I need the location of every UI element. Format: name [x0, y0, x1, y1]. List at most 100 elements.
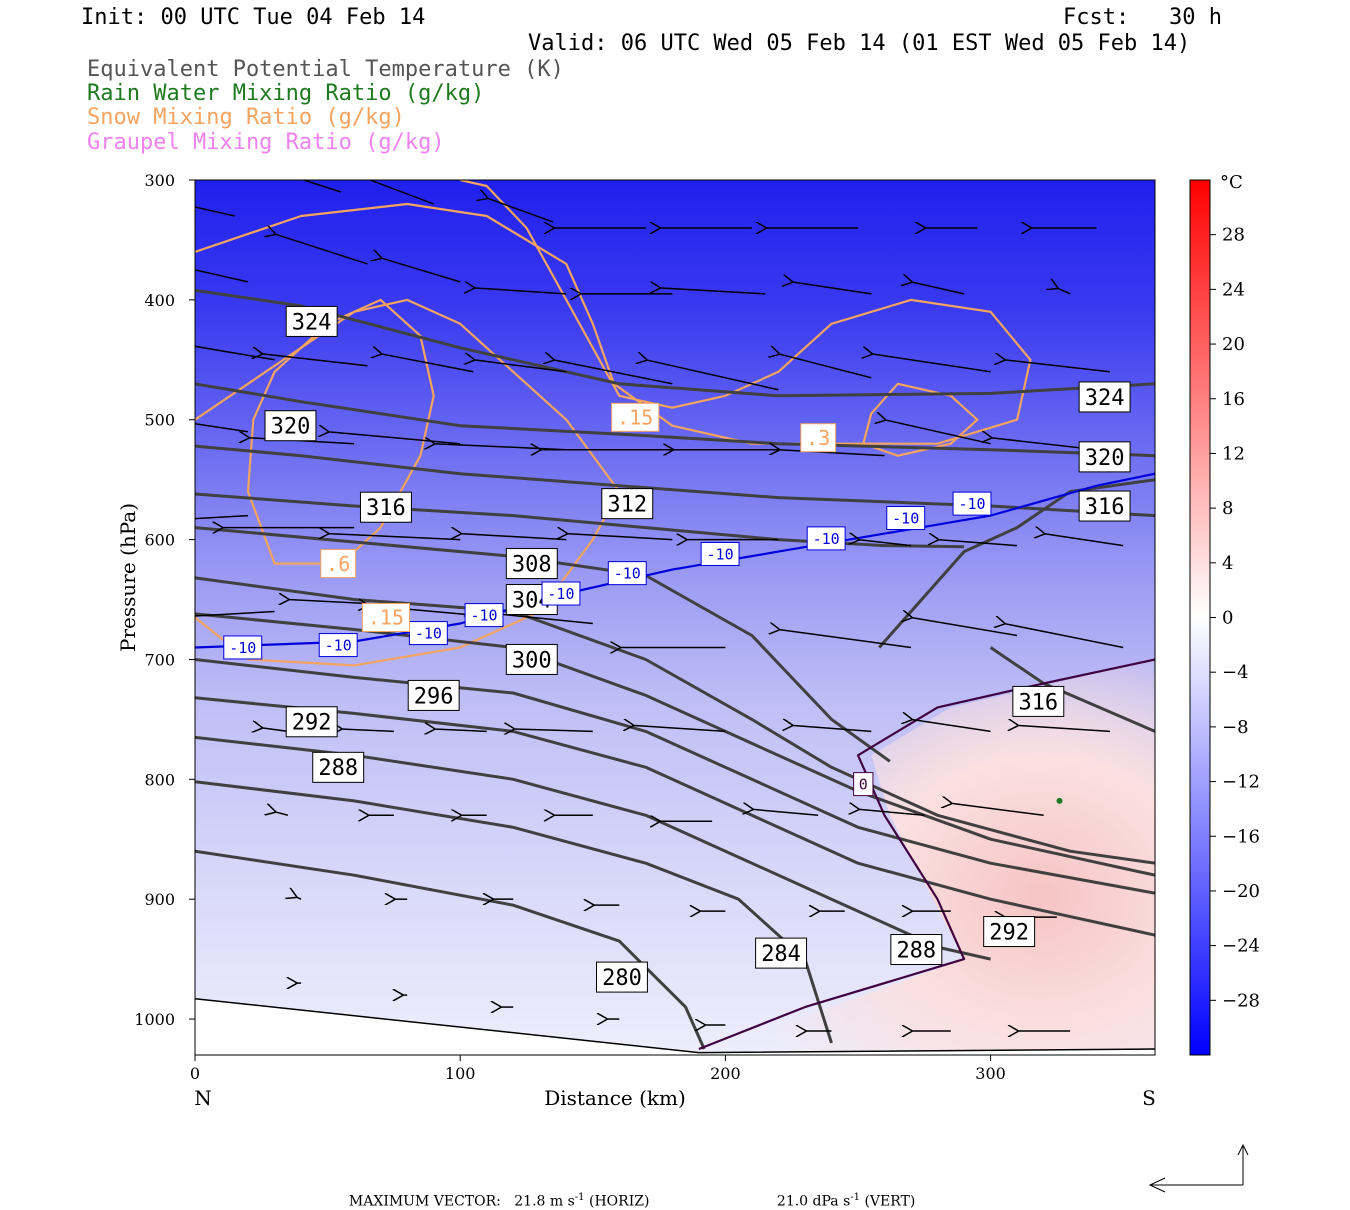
wind-vector	[195, 514, 249, 520]
theta-e-label: 300	[512, 648, 552, 673]
wind-vector	[1057, 288, 1071, 295]
wind-vector	[911, 719, 991, 733]
max-vert-note: 21.0 dPa s-1 (VERT)	[768, 1176, 915, 1210]
wind-vector	[195, 422, 249, 433]
theta-e-label-box	[359, 491, 412, 523]
theta-e-label-box	[983, 916, 1036, 948]
wind-vector	[261, 728, 288, 732]
isotherm-label: -10	[325, 636, 352, 654]
wind-vector	[275, 234, 368, 265]
isotherm-label-box	[223, 635, 263, 660]
theta-e-label: 316	[1018, 690, 1058, 715]
wind-vector	[566, 534, 673, 541]
field-legend-rain: Rain Water Mixing Ratio (g/kg)	[87, 81, 485, 106]
valid-time: Valid: 06 UTC Wed 05 Feb 14 (01 EST Wed …	[528, 31, 1191, 56]
field-legend-theta-e: Equivalent Potential Temperature (K)	[87, 57, 564, 82]
x-tick-label: 100	[445, 1064, 476, 1083]
isotherm-label-box	[952, 491, 992, 516]
colorbar-tick-label: −12	[1222, 772, 1260, 793]
colorbar-tick-label: −24	[1222, 936, 1260, 957]
theta-e-label: 320	[271, 415, 311, 440]
wind-vector	[792, 282, 872, 295]
snow-contour	[195, 180, 1032, 445]
isotherm-label: 0	[859, 776, 868, 794]
wind-vector	[473, 360, 567, 373]
y-tick-label: 500	[144, 411, 175, 430]
snow-contour	[861, 382, 979, 457]
x-axis-label: Distance (km)	[544, 1086, 686, 1110]
isotherm-label-box	[886, 506, 926, 531]
wind-vector	[195, 206, 235, 217]
wind-vector	[938, 540, 1018, 547]
colorbar-tick-label: 16	[1222, 389, 1245, 410]
colorbar-tick-label: −16	[1222, 826, 1260, 847]
colorbar-unit: °C	[1220, 172, 1243, 193]
isotherm-label-box	[607, 561, 647, 586]
wind-vector	[513, 729, 593, 731]
isotherm-label: -10	[415, 624, 442, 642]
snow-label-box	[611, 402, 660, 432]
wind-vector	[328, 534, 461, 541]
colorbar-tick-label: 0	[1222, 608, 1233, 629]
wind-vector	[434, 729, 487, 731]
max-vector-note: MAXIMUM VECTOR: 21.8 m s-1 (HORIZ)	[348, 1192, 650, 1210]
theta-e-contour	[195, 492, 965, 549]
y-axis-label: Pressure (hPa)	[116, 503, 140, 652]
isotherm-label: -10	[547, 585, 574, 603]
theta-e-contour	[195, 382, 1155, 458]
wind-vector	[296, 897, 302, 900]
y-tick-label: 300	[144, 171, 175, 190]
theta-e-label-box	[1078, 381, 1131, 413]
wind-vector	[341, 729, 394, 731]
wind-vector	[381, 258, 461, 283]
field-legend-snow: Snow Mixing Ratio (g/kg)	[87, 105, 405, 130]
theta-e-label-box	[1078, 490, 1131, 522]
theta-e-label: 280	[602, 966, 642, 991]
theta-e-label: 284	[761, 942, 801, 967]
colorbar-tick-label: −8	[1222, 717, 1249, 738]
max-horiz-value: 21.8 m s	[514, 1193, 575, 1210]
max-vert-unit: (VERT)	[864, 1193, 916, 1210]
theta-e-label-box	[505, 548, 558, 580]
isotherm-zero	[698, 658, 1155, 1051]
wind-vector	[434, 444, 567, 451]
wind-vector	[381, 354, 474, 373]
wind-vector	[778, 629, 912, 649]
theta-e-label-box	[596, 961, 648, 993]
wind-vector	[1004, 360, 1111, 373]
isotherm-label-box	[464, 603, 504, 628]
theta-e-label-box	[505, 643, 558, 675]
north-label: N	[194, 1086, 212, 1110]
snow-label-box	[800, 423, 837, 453]
y-tick-label: 900	[144, 890, 175, 909]
theta-e-label: 324	[292, 310, 332, 335]
snow-label-box	[361, 603, 411, 632]
theta-e-label: 316	[1085, 495, 1125, 520]
wind-vector	[1017, 725, 1110, 733]
colorbar-tick-label: −20	[1222, 881, 1260, 902]
snow-label: .3	[806, 426, 830, 450]
ref-horizontal-arrowhead	[1148, 1177, 1166, 1193]
isotherm-label-box	[318, 633, 358, 658]
init-time: Init: 00 UTC Tue 04 Feb 14	[81, 5, 426, 30]
isotherm-label: -10	[892, 509, 919, 527]
isotherm-label: -10	[707, 545, 734, 563]
max-vert-value: 21.0 dPa s	[776, 1193, 851, 1210]
wind-vector	[885, 420, 991, 445]
field-legend-graupel: Graupel Mixing Ratio (g/kg)	[87, 130, 445, 155]
isotherm-label-box	[853, 772, 874, 797]
theta-e-label-box	[285, 305, 338, 337]
max-vector-title: MAXIMUM VECTOR	[348, 1193, 497, 1210]
wind-vector	[778, 354, 872, 379]
plot-frame	[194, 179, 1156, 1056]
wind-vector	[659, 288, 766, 295]
south-label: S	[1142, 1086, 1156, 1110]
theta-e-label: 316	[366, 496, 406, 521]
isotherm-label: -10	[813, 530, 840, 548]
colorbar-tick-label: 28	[1222, 225, 1245, 246]
snow-label: .15	[368, 606, 404, 630]
snow-label: .6	[326, 552, 350, 576]
theta-e-label: 324	[1085, 386, 1125, 411]
theta-e-contour	[195, 696, 1155, 937]
